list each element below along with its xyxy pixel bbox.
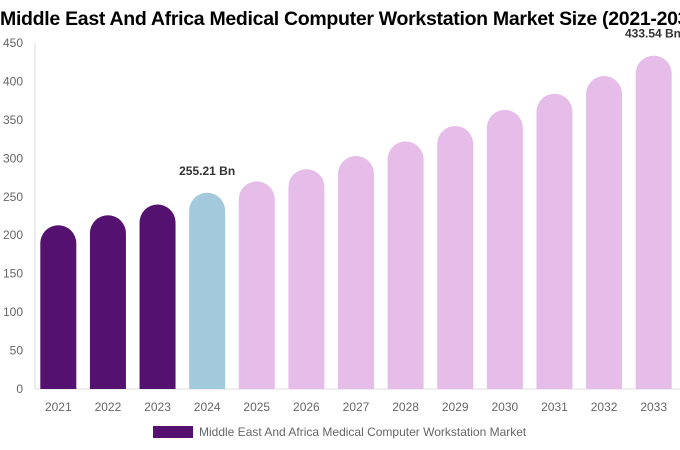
legend: Middle East And Africa Medical Computer … <box>153 425 526 439</box>
x-tick-label: 2030 <box>491 400 518 414</box>
data-label-2033: 433.54 Bn <box>625 27 680 41</box>
legend-label: Middle East And Africa Medical Computer … <box>199 425 527 439</box>
y-tick-label: 300 <box>3 151 23 165</box>
bar-2022 <box>89 215 126 389</box>
x-tick-label: 2026 <box>293 400 320 414</box>
bar-2026 <box>288 169 325 389</box>
bar-2029 <box>437 126 474 390</box>
x-tick-label: 2031 <box>541 400 568 414</box>
bar-2033 <box>635 55 672 389</box>
x-tick-label: 2022 <box>95 400 122 414</box>
bar-2021 <box>40 225 77 389</box>
bar-2027 <box>338 156 374 389</box>
x-tick-label: 2021 <box>45 400 72 414</box>
bar-2031 <box>536 93 573 389</box>
bar-2023 <box>139 204 176 389</box>
y-tick-label: 100 <box>3 305 23 319</box>
x-tick-label: 2025 <box>243 400 270 414</box>
y-tick-label: 200 <box>3 228 23 242</box>
data-label-2024: 255.21 Bn <box>179 164 235 178</box>
y-tick-label: 450 <box>3 36 23 50</box>
y-tick-label: 0 <box>16 382 23 396</box>
x-tick-label: 2029 <box>442 400 469 414</box>
bar-2032 <box>586 76 623 389</box>
bar-2025 <box>238 181 275 389</box>
bar-2024 <box>189 192 226 389</box>
x-tick-label: 2033 <box>640 400 667 414</box>
y-tick-label: 50 <box>10 344 24 358</box>
bar-2028 <box>387 141 424 389</box>
x-tick-label: 2024 <box>194 400 221 414</box>
y-tick-label: 400 <box>3 74 23 88</box>
y-tick-label: 350 <box>3 113 23 127</box>
legend-swatch <box>153 426 193 438</box>
chart-title: Middle East And Africa Medical Computer … <box>0 8 680 30</box>
y-tick-label: 150 <box>3 267 23 281</box>
x-tick-label: 2032 <box>591 400 618 414</box>
x-tick-label: 2023 <box>144 400 171 414</box>
y-tick-label: 250 <box>3 190 23 204</box>
x-tick-label: 2027 <box>343 400 370 414</box>
bar-2030 <box>486 109 523 390</box>
x-tick-label: 2028 <box>392 400 419 414</box>
